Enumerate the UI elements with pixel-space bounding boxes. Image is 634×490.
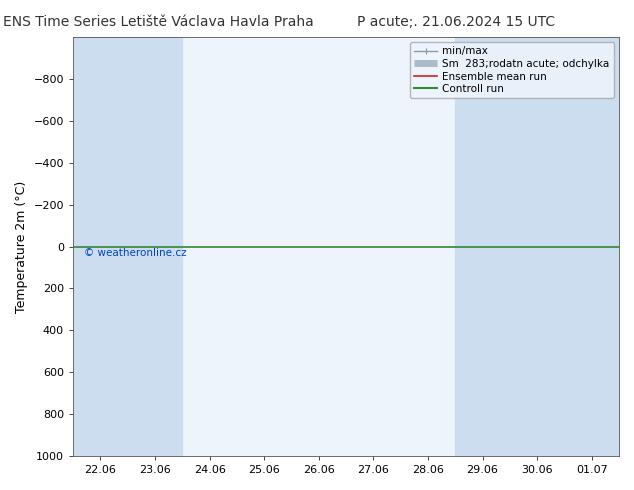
Legend: min/max, Sm  283;rodatn acute; odchylka, Ensemble mean run, Controll run: min/max, Sm 283;rodatn acute; odchylka, … — [410, 42, 614, 98]
Bar — [73, 37, 127, 456]
Bar — [127, 37, 182, 456]
Text: © weatheronline.cz: © weatheronline.cz — [84, 248, 186, 258]
Bar — [455, 37, 510, 456]
Text: ENS Time Series Letiště Václava Havla Praha: ENS Time Series Letiště Václava Havla Pr… — [3, 15, 314, 29]
Bar — [510, 37, 564, 456]
Y-axis label: Temperature 2m (°C): Temperature 2m (°C) — [15, 180, 28, 313]
Bar — [564, 37, 619, 456]
Text: P acute;. 21.06.2024 15 UTC: P acute;. 21.06.2024 15 UTC — [358, 15, 555, 29]
